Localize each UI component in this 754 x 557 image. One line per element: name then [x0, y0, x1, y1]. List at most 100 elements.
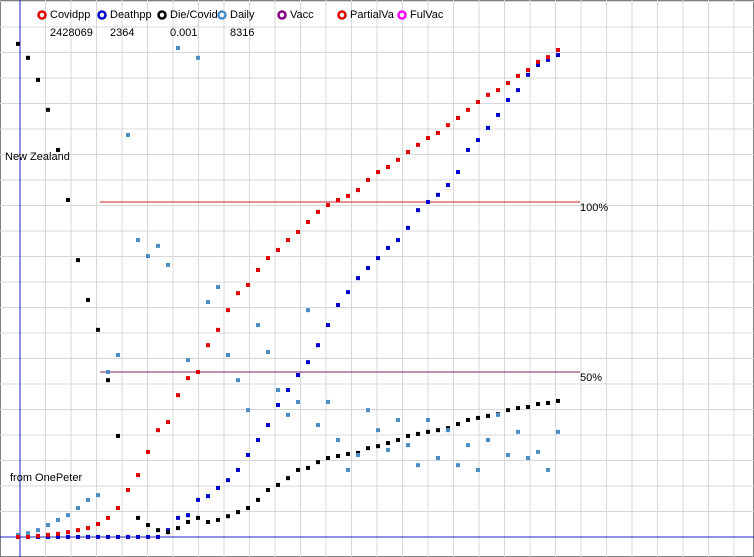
- data-point: [506, 452, 510, 457]
- data-point: [446, 426, 450, 431]
- data-point: [496, 88, 500, 93]
- data-point: [366, 446, 370, 451]
- data-point: [476, 138, 480, 143]
- data-point: [126, 132, 130, 137]
- data-point: [526, 456, 530, 461]
- data-point: [416, 142, 420, 147]
- data-point: [256, 267, 260, 272]
- data-point: [96, 327, 100, 332]
- data-point: [86, 297, 90, 302]
- data-point: [46, 523, 50, 528]
- data-point: [386, 164, 390, 169]
- data-point: [56, 531, 60, 536]
- data-point: [526, 72, 530, 77]
- data-point: [286, 412, 290, 417]
- data-point: [406, 225, 410, 230]
- data-point: [406, 150, 410, 155]
- data-point: [186, 358, 190, 363]
- data-point: [436, 428, 440, 433]
- data-point: [116, 506, 120, 511]
- data-point: [416, 208, 420, 213]
- legend-marker: [37, 10, 47, 20]
- data-point: [96, 534, 100, 539]
- data-point: [426, 417, 430, 422]
- data-point: [26, 534, 30, 539]
- data-point: [206, 299, 210, 304]
- data-point: [256, 438, 260, 443]
- data-point: [406, 433, 410, 438]
- data-point: [76, 528, 80, 533]
- data-point: [466, 443, 470, 448]
- data-point: [16, 532, 20, 537]
- legend-marker: [277, 10, 287, 20]
- data-point: [316, 423, 320, 428]
- data-point: [146, 523, 150, 528]
- data-point: [216, 517, 220, 522]
- data-point: [146, 254, 150, 259]
- data-point: [296, 399, 300, 404]
- data-point: [416, 463, 420, 468]
- data-point: [156, 528, 160, 533]
- data-point: [16, 534, 20, 539]
- data-point: [106, 534, 110, 539]
- data-point: [236, 510, 240, 515]
- data-point: [336, 454, 340, 459]
- data-point: [266, 423, 270, 428]
- legend-label: Deathpp: [110, 9, 152, 21]
- data-point: [366, 177, 370, 182]
- data-point: [466, 417, 470, 422]
- data-point: [456, 422, 460, 427]
- data-point: [276, 402, 280, 407]
- legend-marker: [397, 10, 407, 20]
- data-point: [556, 47, 560, 52]
- data-point: [406, 443, 410, 448]
- data-point: [386, 447, 390, 452]
- legend-marker: [97, 10, 107, 20]
- legend-label: FulVac: [410, 9, 444, 21]
- data-point: [136, 534, 140, 539]
- data-point: [176, 515, 180, 520]
- data-point: [286, 388, 290, 393]
- data-point: [246, 282, 250, 287]
- data-point: [176, 393, 180, 398]
- data-point: [146, 449, 150, 454]
- data-point: [236, 378, 240, 383]
- data-point: [296, 373, 300, 378]
- data-point: [196, 497, 200, 502]
- data-point: [96, 522, 100, 527]
- data-point: [306, 465, 310, 470]
- annotation: New Zealand: [5, 151, 70, 163]
- data-point: [516, 73, 520, 78]
- data-point: [196, 370, 200, 375]
- data-point: [396, 417, 400, 422]
- data-point: [366, 265, 370, 270]
- data-point: [106, 515, 110, 520]
- data-point: [116, 433, 120, 438]
- data-point: [136, 515, 140, 520]
- data-point: [286, 476, 290, 481]
- data-point: [66, 530, 70, 535]
- data-point: [426, 136, 430, 141]
- reference-label: 50%: [580, 372, 602, 384]
- data-point: [236, 467, 240, 472]
- data-point: [356, 188, 360, 193]
- data-point: [546, 57, 550, 62]
- data-point: [396, 157, 400, 162]
- data-point: [426, 199, 430, 204]
- data-point: [316, 343, 320, 348]
- data-point: [106, 378, 110, 383]
- data-point: [176, 526, 180, 531]
- data-point: [436, 456, 440, 461]
- data-point: [486, 125, 490, 130]
- data-point: [426, 429, 430, 434]
- data-point: [126, 488, 130, 493]
- data-point: [226, 514, 230, 519]
- legend-value: 2428069: [50, 27, 93, 39]
- data-point: [386, 441, 390, 446]
- data-point: [36, 77, 40, 82]
- data-point: [186, 376, 190, 381]
- legend-label: Daily: [230, 9, 255, 21]
- data-point: [556, 398, 560, 403]
- data-point: [376, 256, 380, 261]
- data-point: [336, 438, 340, 443]
